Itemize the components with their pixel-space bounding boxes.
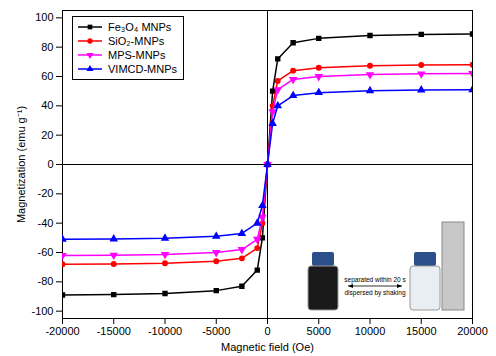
svg-text:dispersed by shaking: dispersed by shaking: [344, 289, 405, 297]
svg-text:100: 100: [35, 11, 53, 23]
html-text:VIMCD-MNPs: VIMCD-MNPs: [108, 63, 178, 75]
svg-text:Magnetization (emu g⁻¹): Magnetization (emu g⁻¹): [15, 106, 27, 223]
svg-text:separated within 20 s: separated within 20 s: [344, 276, 406, 284]
svg-text:Magnetic field (Oe): Magnetic field (Oe): [221, 341, 314, 353]
svg-text:-40: -40: [38, 217, 54, 229]
svg-text:20000: 20000: [457, 325, 488, 337]
svg-text:15000: 15000: [406, 325, 437, 337]
svg-text:-60: -60: [38, 246, 54, 258]
html-text:MPS-MNPs: MPS-MNPs: [108, 49, 166, 61]
svg-text:-20: -20: [38, 187, 54, 199]
svg-text:-100: -100: [31, 305, 53, 317]
svg-text:40: 40: [41, 99, 53, 111]
svg-text:-80: -80: [38, 275, 54, 287]
svg-text:0: 0: [264, 325, 270, 337]
svg-text:60: 60: [41, 70, 53, 82]
svg-text:10000: 10000: [355, 325, 386, 337]
svg-text:-10000: -10000: [148, 325, 182, 337]
svg-text:20: 20: [41, 129, 53, 141]
svg-text:-20000: -20000: [45, 325, 79, 337]
svg-text:-5000: -5000: [202, 325, 230, 337]
svg-text:0: 0: [47, 158, 53, 170]
html-text:Fe₃O₄ MNPs: Fe₃O₄ MNPs: [108, 21, 172, 33]
svg-text:5000: 5000: [307, 325, 331, 337]
svg-text:80: 80: [41, 41, 53, 53]
html-text:SiO₂-MNPs: SiO₂-MNPs: [108, 35, 165, 47]
svg-text:-15000: -15000: [97, 325, 131, 337]
